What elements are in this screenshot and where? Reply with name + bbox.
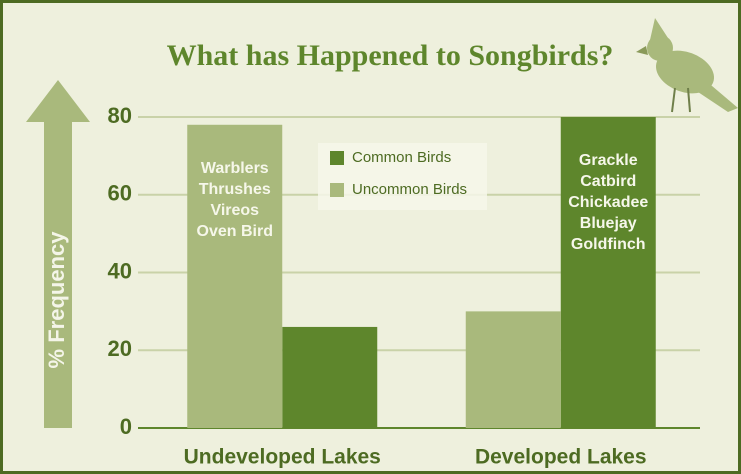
y-tick-label: 40: [108, 258, 132, 283]
y-axis-label: % Frequency: [44, 231, 69, 369]
page: % Frequency What has Happened to Songbir…: [0, 0, 741, 474]
legend-swatch: [330, 151, 344, 165]
legend-label: Uncommon Birds: [352, 181, 467, 198]
y-tick-label: 20: [108, 336, 132, 361]
bar: [282, 327, 377, 428]
chart: % Frequency What has Happened to Songbir…: [0, 0, 741, 474]
bar-annotation: Goldfinch: [571, 236, 646, 253]
legend-swatch: [330, 183, 344, 197]
chart-title: What has Happened to Songbirds?: [167, 39, 614, 72]
bar-annotation: Chickadee: [568, 194, 648, 211]
legend-label: Common Birds: [352, 149, 451, 166]
bar-annotation: Warblers: [201, 160, 269, 177]
y-tick-label: 60: [108, 181, 132, 206]
bar-annotation: Thrushes: [199, 181, 271, 198]
bar-annotation: Grackle: [579, 152, 638, 169]
y-tick-label: 80: [108, 103, 132, 128]
bar-annotation: Catbird: [580, 173, 636, 190]
x-tick-label: Developed Lakes: [475, 446, 647, 469]
bar-annotation: Oven Bird: [197, 223, 273, 240]
bar-annotation: Bluejay: [580, 215, 637, 232]
bar-annotation: Vireos: [210, 202, 259, 219]
bar: [466, 311, 561, 428]
y-tick-label: 0: [120, 414, 132, 439]
x-tick-label: Undeveloped Lakes: [184, 446, 381, 469]
